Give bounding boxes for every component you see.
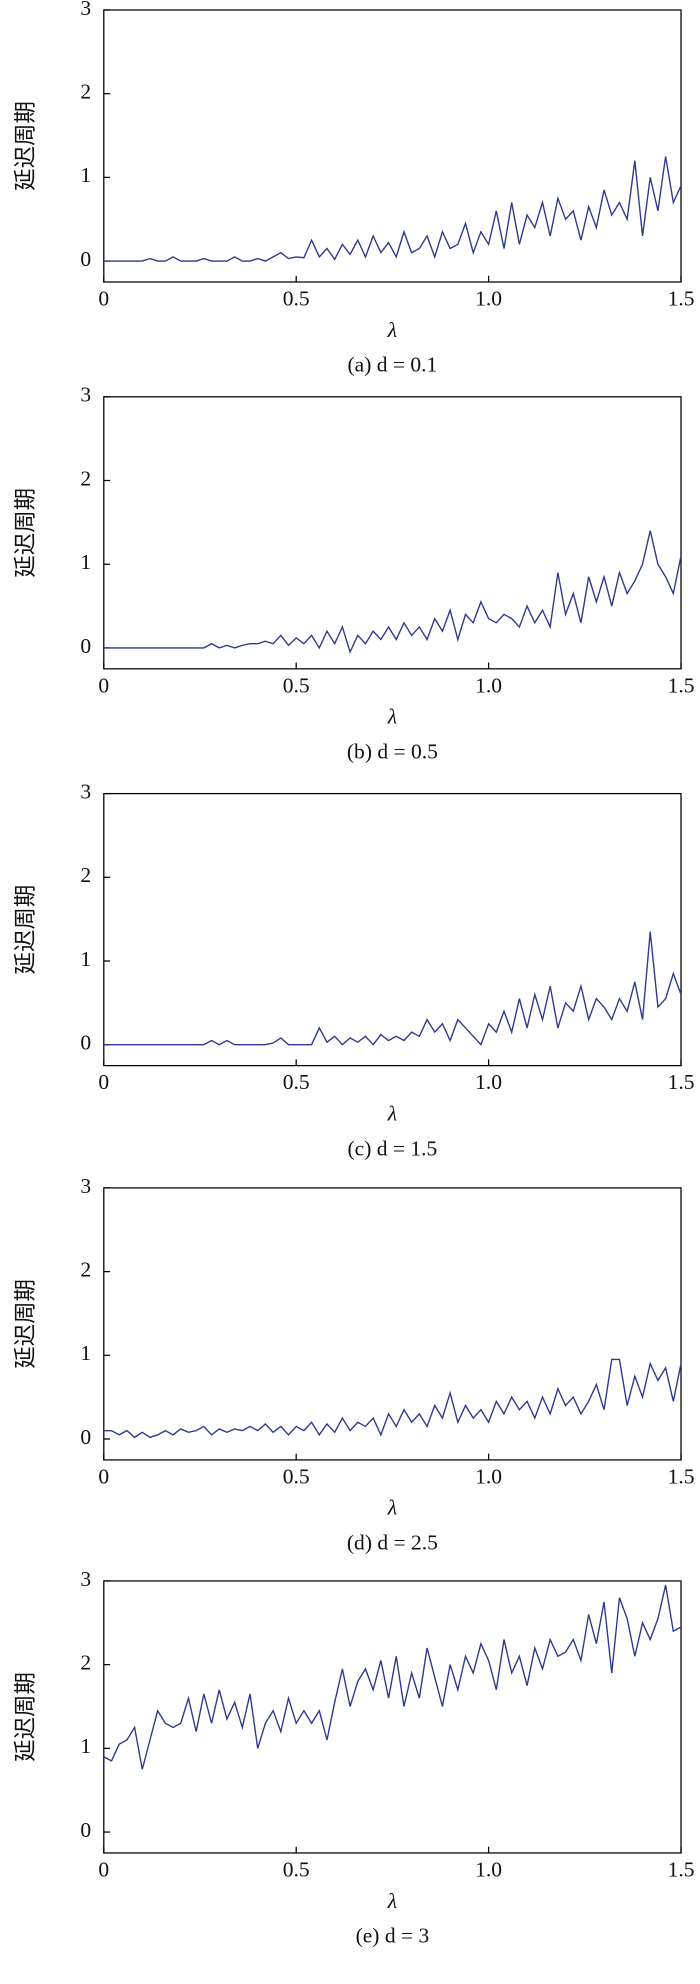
x-axis-label: λ (387, 1102, 397, 1126)
y-axis-label: 延迟周期 (13, 1672, 38, 1762)
x-tick-label: 0 (98, 1070, 109, 1094)
caption: (d) d = 2.5 (347, 1531, 438, 1555)
x-tick-label: 1.5 (668, 287, 695, 311)
x-axis-label: λ (387, 705, 397, 729)
x-tick-label: 0 (98, 1465, 109, 1489)
x-tick-label: 0.5 (283, 674, 310, 698)
y-tick-label: 1 (80, 1341, 91, 1365)
data-line (103, 931, 682, 1046)
x-tick-label: 0 (98, 674, 109, 698)
data-line (103, 156, 682, 262)
x-tick-label: 1.5 (668, 1465, 695, 1489)
x-tick-label: 0 (98, 287, 109, 311)
y-tick-label: 3 (80, 383, 91, 407)
y-tick-label: 3 (80, 780, 91, 804)
plot-frame (103, 792, 682, 1067)
x-tick-label: 1.0 (475, 1070, 502, 1094)
y-tick-label: 3 (80, 0, 91, 20)
y-tick-label: 1 (80, 163, 91, 187)
x-axis-label: λ (387, 1496, 397, 1520)
x-tick-label: 0.5 (283, 287, 310, 311)
y-tick-label: 3 (80, 1567, 91, 1591)
plot-frame (103, 1187, 682, 1461)
y-tick-label: 2 (80, 80, 91, 104)
y-tick-label: 0 (80, 247, 91, 271)
y-axis-label: 延迟周期 (13, 1279, 38, 1369)
x-tick-label: 0.5 (283, 1858, 310, 1882)
x-tick-label: 1.5 (668, 674, 695, 698)
y-tick-label: 1 (80, 1734, 91, 1758)
data-line (103, 1584, 682, 1770)
y-axis-label: 延迟周期 (13, 101, 38, 191)
plot-frame (103, 9, 682, 283)
y-axis-label: 延迟周期 (13, 488, 38, 578)
y-tick-label: 1 (80, 550, 91, 574)
x-tick-label: 1.5 (668, 1070, 695, 1094)
y-tick-label: 2 (80, 1258, 91, 1282)
x-axis-label: λ (387, 1889, 397, 1913)
x-tick-label: 0.5 (283, 1465, 310, 1489)
x-tick-label: 0 (98, 1858, 109, 1882)
plot-frame (103, 1580, 682, 1854)
y-tick-label: 0 (80, 1425, 91, 1449)
caption: (b) d = 0.5 (347, 740, 438, 764)
caption: (c) d = 1.5 (348, 1136, 438, 1160)
x-tick-label: 1.0 (475, 1858, 502, 1882)
y-tick-label: 2 (80, 863, 91, 887)
y-axis-label: 延迟周期 (13, 885, 38, 975)
x-tick-label: 1.0 (475, 287, 502, 311)
y-tick-label: 0 (80, 634, 91, 658)
plot-frame (103, 396, 682, 670)
x-tick-label: 1.0 (475, 674, 502, 698)
x-tick-label: 0.5 (283, 1070, 310, 1094)
caption: (a) d = 0.1 (348, 353, 438, 377)
x-tick-label: 1.0 (475, 1465, 502, 1489)
y-tick-label: 2 (80, 1651, 91, 1675)
y-tick-label: 3 (80, 1174, 91, 1198)
y-tick-label: 0 (80, 1818, 91, 1842)
x-axis-label: λ (387, 318, 397, 342)
y-tick-label: 2 (80, 467, 91, 491)
x-tick-label: 1.5 (668, 1858, 695, 1882)
data-line (103, 530, 682, 655)
caption: (e) d = 3 (356, 1924, 430, 1948)
data-line (103, 1358, 682, 1439)
y-tick-label: 0 (80, 1031, 91, 1055)
y-tick-label: 1 (80, 947, 91, 971)
